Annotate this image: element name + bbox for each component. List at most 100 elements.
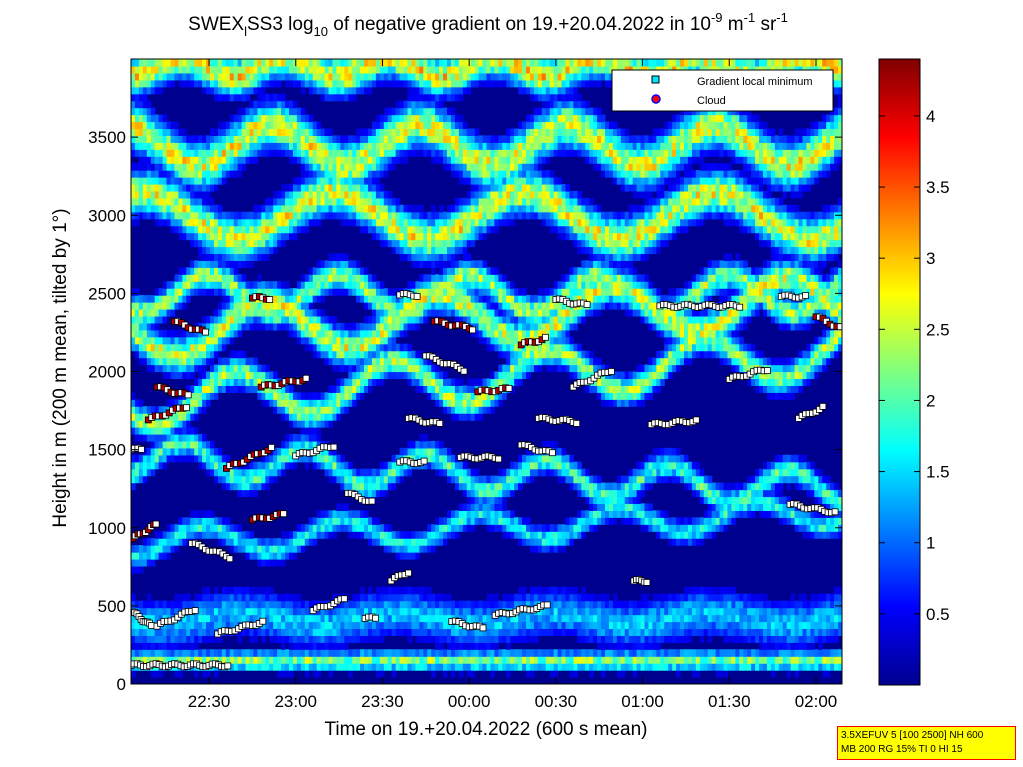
heatmap-cell [304, 121, 310, 130]
heatmap-cell [186, 190, 191, 199]
heatmap-cell [292, 72, 298, 81]
heatmap-cell [158, 538, 164, 546]
heatmap-cell [249, 475, 255, 484]
heatmap-cell [198, 524, 203, 532]
heatmap-cell [462, 163, 468, 171]
heatmap-cell [229, 253, 235, 261]
heatmap-cell [210, 281, 215, 289]
heatmap-cell [364, 288, 369, 296]
heatmap-cell [403, 468, 409, 477]
heatmap-cell [245, 239, 251, 248]
heatmap-cell [213, 656, 219, 664]
heatmap-cell [443, 538, 448, 546]
heatmap-cell [450, 274, 456, 282]
heatmap-cell [379, 531, 385, 539]
heatmap-cell [443, 385, 448, 393]
heatmap-cell [158, 454, 164, 463]
heatmap-cell [368, 517, 373, 525]
heatmap-cell [360, 156, 365, 164]
heatmap-cell [316, 399, 322, 407]
heatmap-cell [300, 184, 306, 192]
heatmap-cell [154, 163, 160, 171]
heatmap-cell [360, 600, 365, 609]
heatmap-cell [466, 309, 472, 317]
heatmap-cell [387, 65, 393, 74]
heatmap-cell [285, 232, 290, 241]
heatmap-cell [478, 156, 484, 164]
heatmap-cell [265, 288, 270, 296]
heatmap-cell [344, 170, 349, 178]
heatmap-cell [427, 614, 432, 623]
heatmap-cell [225, 225, 231, 234]
heatmap-cell [245, 371, 251, 380]
heatmap-cell [166, 621, 172, 630]
heatmap-cell [277, 190, 282, 199]
heatmap-cell [285, 100, 290, 109]
heatmap-cell [447, 468, 452, 477]
heatmap-cell [229, 121, 235, 130]
heatmap-cell [447, 121, 452, 130]
heatmap-cell [316, 163, 322, 171]
heatmap-cell [458, 628, 464, 636]
heatmap-cell [174, 440, 179, 449]
heatmap-cell [371, 142, 377, 150]
heatmap-cell [399, 343, 405, 352]
heatmap-cell [474, 295, 480, 303]
heatmap-cell [277, 600, 282, 609]
heatmap-cell [273, 114, 278, 123]
heatmap-cell [213, 517, 219, 525]
heatmap-cell [273, 371, 278, 380]
heatmap-cell [269, 72, 274, 81]
heatmap-cell [423, 607, 428, 616]
heatmap-cell [277, 295, 282, 303]
heatmap-cell [320, 128, 326, 136]
heatmap-cell [213, 142, 219, 150]
heatmap-cell [142, 559, 148, 567]
heatmap-cell [146, 163, 152, 171]
heatmap-cell [316, 413, 322, 421]
heatmap-cell [237, 531, 243, 539]
heatmap-cell [332, 475, 337, 484]
heatmap-cell [478, 336, 484, 345]
heatmap-cell [470, 413, 476, 421]
heatmap-cell [131, 65, 136, 74]
heatmap-cell [162, 336, 168, 345]
heatmap-cell [265, 107, 270, 116]
heatmap-cell [375, 232, 381, 241]
heatmap-cell [213, 593, 219, 602]
heatmap-cell [383, 545, 389, 553]
heatmap-cell [178, 434, 183, 442]
heatmap-cell [447, 461, 452, 470]
heatmap-cell [403, 315, 409, 324]
heatmap-cell [142, 406, 148, 414]
heatmap-cell [415, 628, 420, 636]
heatmap-cell [316, 309, 322, 317]
heatmap-cell [146, 607, 152, 616]
heatmap-cell [237, 274, 243, 282]
heatmap-cell [478, 72, 484, 81]
heatmap-cell [415, 135, 420, 143]
heatmap-cell [281, 593, 286, 602]
heatmap-cell [134, 184, 140, 192]
heatmap-cell [154, 204, 160, 213]
heatmap-cell [131, 656, 136, 664]
heatmap-cell [458, 128, 464, 136]
heatmap-cell [328, 184, 334, 192]
heatmap-cell [277, 281, 282, 289]
heatmap-cell [458, 600, 464, 609]
heatmap-cell [320, 329, 326, 338]
heatmap-cell [233, 364, 239, 373]
heatmap-cell [296, 600, 302, 609]
heatmap-cell [182, 177, 187, 185]
heatmap-cell [312, 628, 318, 636]
heatmap-cell [478, 274, 484, 282]
heatmap-cell [233, 232, 239, 241]
heatmap-cell [134, 420, 140, 428]
heatmap-cell [225, 371, 231, 380]
heatmap-cell [229, 524, 235, 532]
heatmap-cell [447, 72, 452, 81]
heatmap-cell [138, 156, 144, 164]
heatmap-cell [178, 343, 183, 352]
heatmap-cell [202, 170, 207, 178]
heatmap-cell [462, 628, 468, 636]
